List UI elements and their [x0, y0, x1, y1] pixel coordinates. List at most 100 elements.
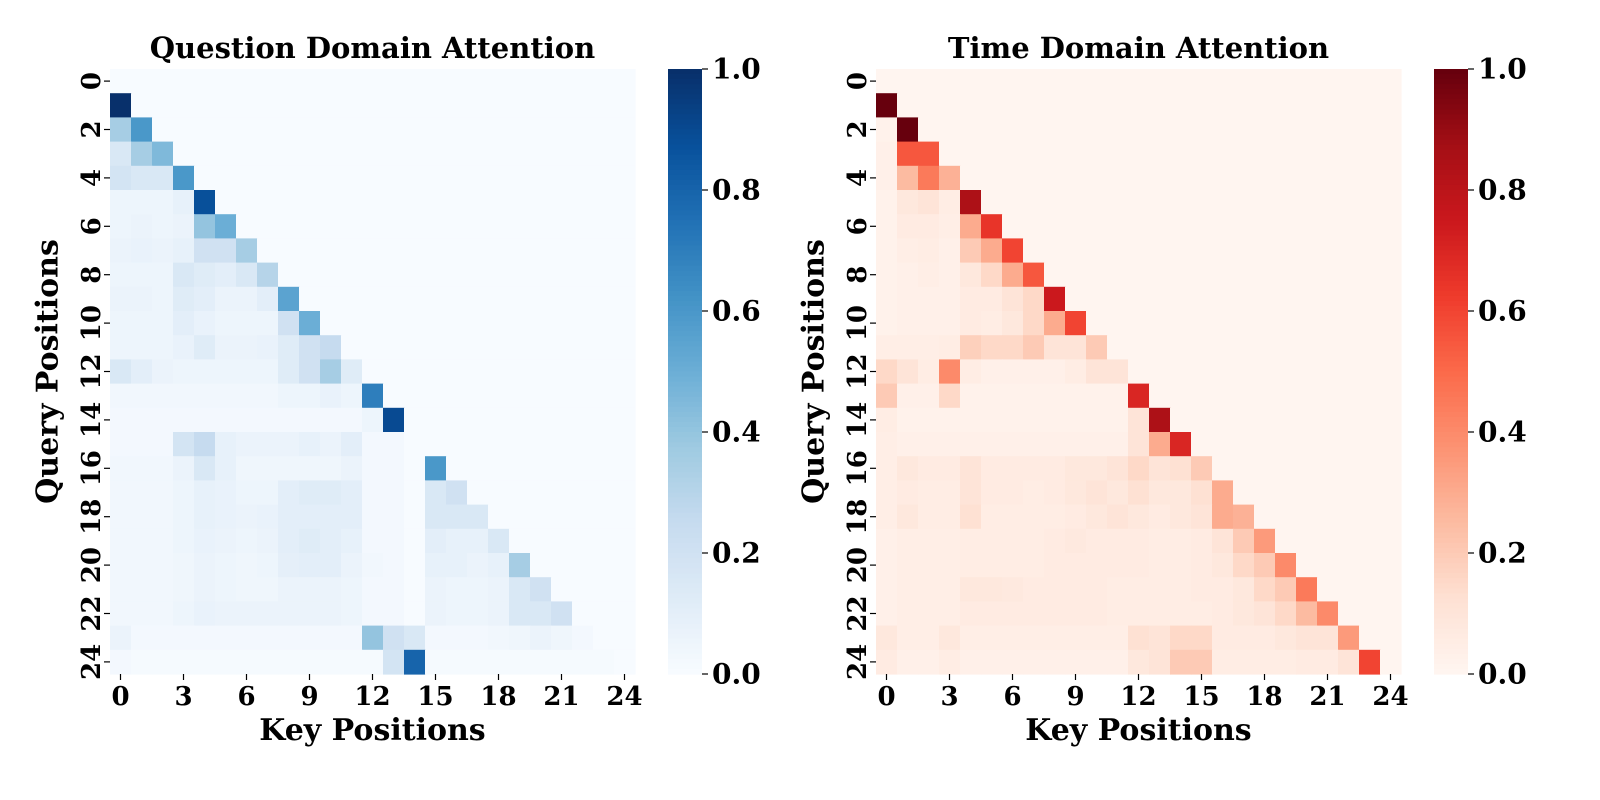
heatmap-cell: [1086, 190, 1108, 215]
heatmap-cell: [131, 262, 153, 288]
heatmap-cell: [1149, 335, 1171, 360]
heatmap-cell: [1002, 335, 1024, 360]
heatmap-cell: [425, 383, 447, 409]
heatmap-cell: [341, 359, 363, 385]
heatmap-cell: [383, 286, 405, 312]
heatmap-cell: [446, 601, 468, 627]
x-tick-label: 3: [940, 682, 958, 712]
heatmap-cell: [467, 528, 489, 554]
colorbar-segment: [1434, 184, 1468, 191]
colorbar-segment: [1434, 305, 1468, 312]
colorbar-segment: [668, 356, 702, 363]
colorbar-segment: [668, 522, 702, 529]
heatmap-cell: [425, 165, 447, 191]
colorbar-segment: [668, 164, 702, 171]
colorbar-segment: [1434, 517, 1468, 524]
heatmap-cell: [236, 432, 258, 457]
colorbar-tick-label: 0.0: [1478, 658, 1527, 691]
colorbar-segment: [668, 482, 702, 489]
heatmap-cell: [1023, 165, 1045, 191]
heatmap-cell: [257, 407, 279, 433]
heatmap-cell: [299, 601, 321, 627]
heatmap-cell: [1380, 601, 1402, 627]
heatmap-cell: [1107, 93, 1129, 118]
heatmap-cell: [1023, 190, 1045, 215]
colorbar-segment: [668, 89, 702, 95]
heatmap-cell: [110, 504, 132, 530]
heatmap-cell: [1296, 214, 1318, 239]
heatmap-cell: [1191, 456, 1213, 481]
heatmap-cell: [1212, 93, 1234, 118]
heatmap-cell: [1044, 93, 1066, 118]
colorbar-segment: [668, 502, 702, 509]
heatmap-cell: [1275, 190, 1297, 215]
heatmap-cell: [1128, 238, 1150, 264]
heatmap-cell: [299, 359, 321, 385]
heatmap-cell: [446, 649, 468, 675]
heatmap-cell: [1149, 262, 1171, 288]
heatmap-cell: [1107, 407, 1129, 433]
colorbar-segment: [668, 668, 702, 675]
heatmap-cell: [488, 383, 510, 409]
heatmap-cell: [173, 214, 195, 239]
colorbar-segment: [668, 517, 702, 524]
heatmap-cell: [362, 649, 384, 675]
heatmap-cell: [897, 553, 919, 578]
heatmap-cell: [1338, 238, 1360, 264]
heatmap-cell: [257, 238, 279, 264]
heatmap-cell: [383, 553, 405, 578]
heatmap-cell: [876, 69, 898, 94]
colorbar-segment: [1434, 164, 1468, 171]
heatmap-cell: [1296, 553, 1318, 578]
heatmap-cell: [467, 335, 489, 360]
colorbar-segment: [1434, 648, 1468, 655]
heatmap-cell: [1275, 141, 1297, 167]
heatmap-cell: [1275, 553, 1297, 578]
colorbar-segment: [668, 421, 702, 428]
heatmap-cell: [257, 190, 279, 215]
heatmap-cell: [236, 214, 258, 239]
heatmap-cell: [467, 190, 489, 215]
heatmap-cell: [467, 69, 489, 94]
heatmap-cell: [530, 117, 552, 143]
heatmap-cell: [572, 311, 594, 336]
heatmap-cell: [939, 141, 961, 167]
heatmap-cell: [152, 165, 174, 191]
heatmap-cell: [320, 625, 342, 651]
heatmap-cell: [918, 311, 940, 336]
heatmap-cell: [299, 214, 321, 239]
heatmap-cell: [362, 528, 384, 554]
heatmap-cell: [425, 407, 447, 433]
x-axis-label: Key Positions: [259, 713, 485, 748]
heatmap-cell: [404, 577, 426, 602]
heatmap-cell: [257, 553, 279, 578]
heatmap-cell: [509, 432, 531, 457]
heatmap-cell: [1191, 117, 1213, 143]
heatmap-cell: [404, 335, 426, 360]
colorbar-segment: [668, 109, 702, 115]
heatmap-cell: [981, 359, 1003, 385]
heatmap-cell: [1254, 625, 1276, 651]
heatmap-cell: [425, 528, 447, 554]
heatmap-cell: [488, 432, 510, 457]
heatmap-cell: [299, 480, 321, 506]
heatmap-cell: [614, 383, 636, 409]
heatmap-cell: [1065, 69, 1087, 94]
colorbar-segment: [668, 477, 702, 484]
heatmap-cell: [1254, 480, 1276, 506]
heatmap-cell: [1191, 238, 1213, 264]
colorbar-segment: [668, 79, 702, 85]
heatmap-cell: [1128, 165, 1150, 191]
colorbar-segment: [1434, 99, 1468, 105]
heatmap-cell: [194, 93, 216, 118]
heatmap-cell: [425, 649, 447, 675]
heatmap-cell: [918, 383, 940, 409]
y-axis-label: Query Positions: [797, 239, 832, 504]
colorbar-segment: [1434, 432, 1468, 438]
heatmap-cell: [1170, 190, 1192, 215]
heatmap-cell: [341, 311, 363, 336]
heatmap-cell: [110, 286, 132, 312]
heatmap-cell: [236, 69, 258, 94]
heatmap-cell: [467, 553, 489, 578]
